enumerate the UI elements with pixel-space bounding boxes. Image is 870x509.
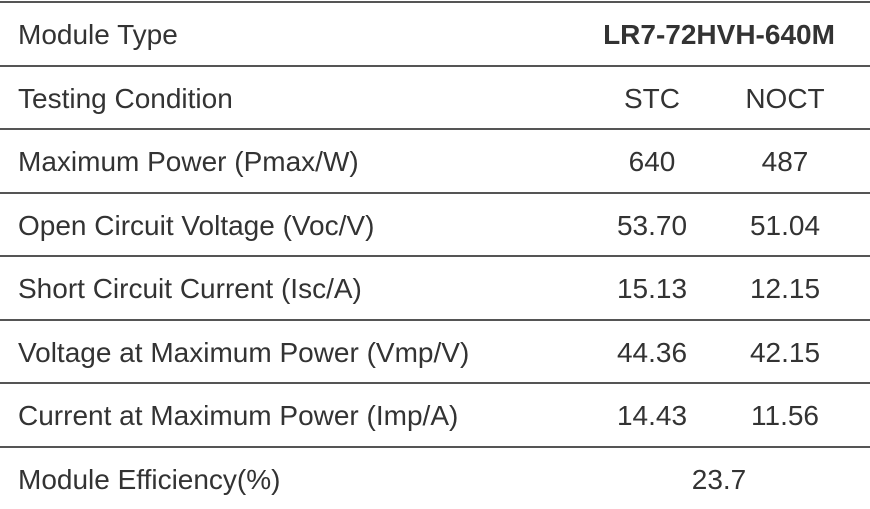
table-row: Current at Maximum Power (Imp/A) 14.43 11.… [0,382,870,445]
table-row: Testing Condition STC NOCT [0,64,870,128]
cell-value: 44.36 [616,336,688,368]
row-label: Current at Maximum Power (Imp/A) [18,400,459,431]
cell-value: 51.04 [749,209,821,241]
cell-value: 487 [761,146,809,177]
row-label: Module Efficiency(%) [18,463,281,495]
table-row: Module Efficiency(%) 23.7 [0,445,870,509]
cell-value: 15.13 [616,273,688,304]
row-label: Open Circuit Voltage (Voc/V) [18,209,375,241]
cell-value: STC [624,82,680,114]
table-row: Module Type LR7-72HVH-640M [0,1,870,64]
row-label: Maximum Power (Pmax/W) [18,146,359,177]
cell-value: 12.15 [749,273,821,304]
cell-value: LR7-72HVH-640M [603,19,835,50]
table-row: Open Circuit Voltage (Voc/V) 53.70 51.04 [0,191,870,255]
row-label: Voltage at Maximum Power (Vmp/V) [18,336,470,368]
cell-value: NOCT [745,82,825,114]
cell-value: 14.43 [616,400,688,431]
cell-value: 53.70 [616,209,688,241]
cell-value: 11.56 [751,400,819,431]
row-label: Short Circuit Current (Isc/A) [18,273,362,304]
table-row: Short Circuit Current (Isc/A) 15.13 12.15 [0,255,870,318]
cell-value: 23.7 [691,463,747,495]
table-row: Voltage at Maximum Power (Vmp/V) 44.36 42.… [0,318,870,382]
cell-value: 42.15 [749,336,821,368]
row-label: Module Type [18,19,178,50]
table-row: Maximum Power (Pmax/W) 640 487 [0,128,870,191]
row-label: Testing Condition [18,82,233,114]
cell-value: 640 [628,146,676,177]
